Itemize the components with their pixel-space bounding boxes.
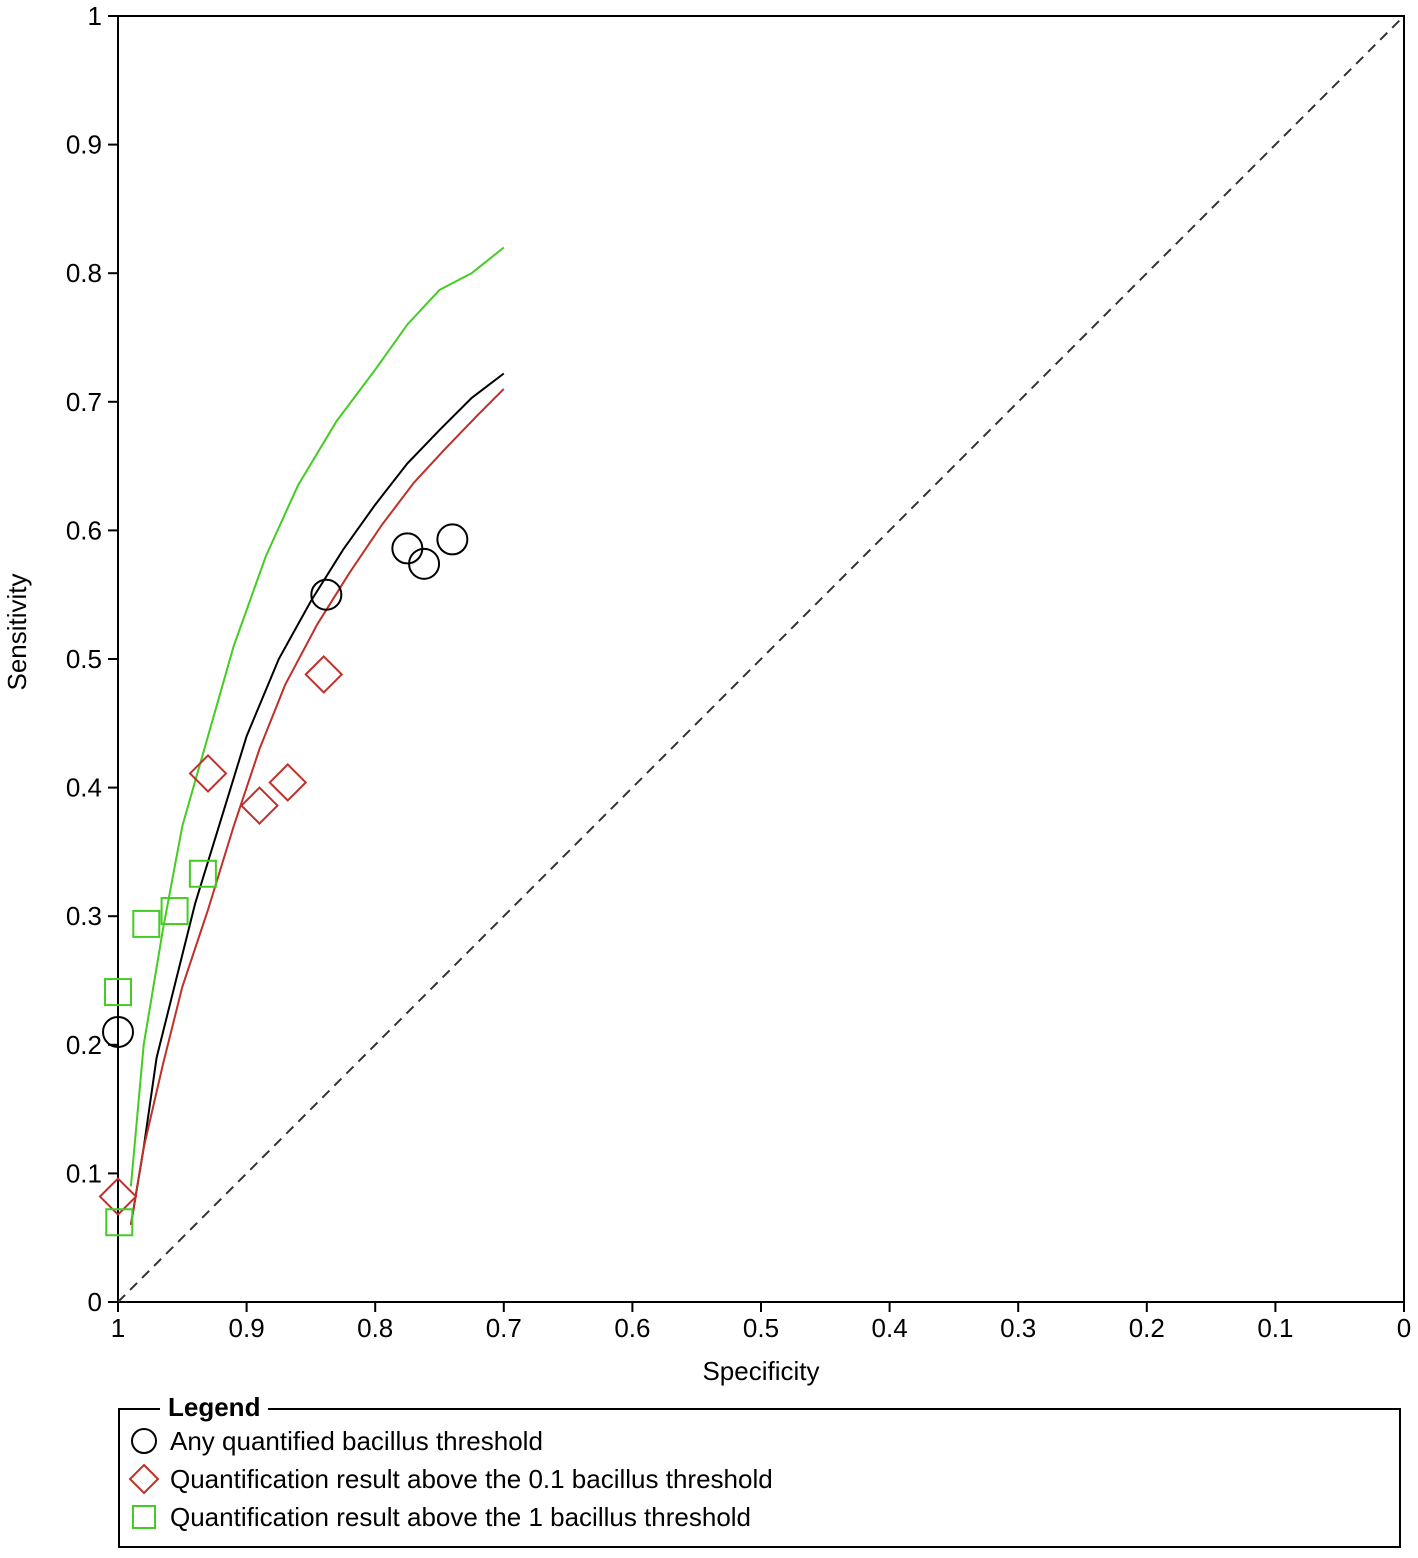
legend-label: Quantification result above the 1 bacill… (170, 1501, 752, 1532)
roc-chart: 1 0.9 0.8 0.7 0.6 0.5 0.4 0.3 0.2 0.1 0 0 0.1 0.2 0.3… (2, 1, 1411, 1386)
sroc-curve-circle (129, 372, 505, 1225)
sroc-curve-diamond (129, 388, 505, 1225)
legend-label: Quantification result above the 0.1 baci… (170, 1463, 773, 1494)
x-tick-label: 0.4 (872, 1313, 908, 1343)
point-circle (310, 578, 343, 611)
x-tick-label: 0.7 (486, 1313, 522, 1343)
x-tick-label: 0.5 (743, 1313, 779, 1343)
legend-item-0-1-threshold: Quantification result above the 0.1 baci… (128, 1462, 773, 1496)
point-diamond (268, 763, 308, 802)
diamond-marker-icon (128, 1463, 160, 1495)
x-axis-ticks: 1 0.9 0.8 0.7 0.6 0.5 0.4 0.3 0.2 0.1 0 (111, 1302, 1411, 1343)
x-tick-label: 0.2 (1129, 1313, 1165, 1343)
x-tick-label: 0 (1397, 1313, 1411, 1343)
point-square (104, 978, 132, 1007)
y-tick-label: 0.6 (66, 515, 102, 545)
y-tick-label: 0.5 (66, 644, 102, 674)
sroc-curves (129, 246, 505, 1225)
y-tick-label: 0.2 (66, 1030, 102, 1060)
point-circle (436, 523, 469, 556)
point-square (188, 859, 217, 888)
legend-box (118, 1408, 1401, 1548)
y-tick-label: 1 (88, 1, 102, 31)
legend-label: Any quantified bacillus threshold (170, 1425, 543, 1456)
y-tick-label: 0.4 (66, 773, 102, 803)
y-tick-label: 0.9 (66, 130, 102, 160)
point-diamond (188, 754, 228, 793)
circle-marker-icon (131, 1428, 157, 1454)
x-tick-label: 0.3 (1000, 1313, 1036, 1343)
study-points (98, 523, 469, 1237)
point-square (132, 909, 161, 938)
x-tick-label: 1 (111, 1313, 125, 1343)
point-diamond (98, 1177, 138, 1216)
x-tick-label: 0.8 (357, 1313, 393, 1343)
legend-item-1-threshold: Quantification result above the 1 bacill… (128, 1500, 751, 1534)
point-square (160, 897, 189, 926)
y-axis-title: Sensitivity (2, 573, 32, 690)
x-tick-label: 0.1 (1257, 1313, 1293, 1343)
point-square (105, 1208, 134, 1237)
legend-title: Legend (160, 1392, 269, 1422)
square-marker-icon (132, 1505, 156, 1529)
chance-diagonal (117, 15, 1405, 1303)
point-circle (408, 547, 441, 580)
legend-item-any-threshold: Any quantified bacillus threshold (128, 1424, 543, 1458)
point-diamond (304, 655, 344, 694)
y-tick-label: 0.3 (66, 901, 102, 931)
x-tick-label: 0.9 (229, 1313, 265, 1343)
point-circle (102, 1015, 134, 1048)
y-axis-ticks: 0 0.1 0.2 0.3 0.4 0.5 0.6 0.7 0.8 0.9 1 (66, 1, 118, 1317)
x-tick-label: 0.6 (614, 1313, 650, 1343)
y-tick-label: 0.8 (66, 258, 102, 288)
sroc-curve-square (129, 246, 505, 1187)
x-axis-title: Specificity (702, 1356, 819, 1386)
y-tick-label: 0.1 (66, 1158, 102, 1188)
y-tick-label: 0.7 (66, 387, 102, 417)
point-diamond (240, 786, 279, 826)
y-tick-label: 0 (88, 1287, 102, 1317)
